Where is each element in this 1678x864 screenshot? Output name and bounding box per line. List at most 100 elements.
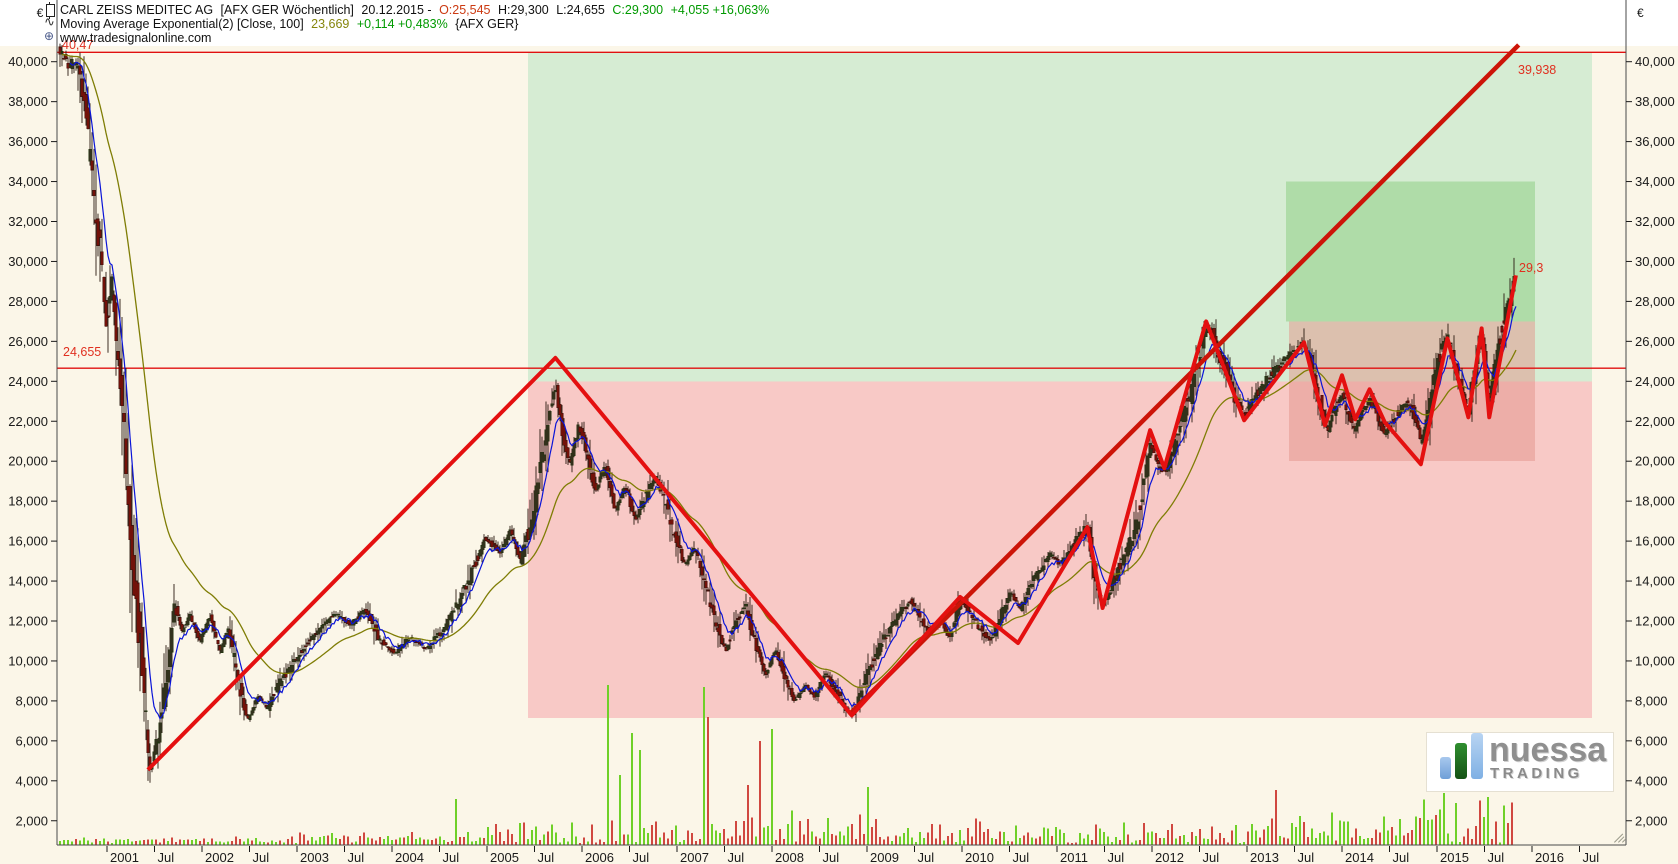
svg-text:30,000: 30,000 <box>8 254 48 269</box>
instrument-icon <box>46 2 55 19</box>
svg-text:20,000: 20,000 <box>1635 454 1675 469</box>
svg-text:6,000: 6,000 <box>15 733 48 748</box>
svg-text:12,000: 12,000 <box>8 614 48 629</box>
svg-text:34,000: 34,000 <box>8 174 48 189</box>
quote-close: C:29,300 <box>612 3 664 17</box>
svg-text:Jul: Jul <box>633 850 650 864</box>
svg-text:22,000: 22,000 <box>1635 414 1675 429</box>
svg-text:38,000: 38,000 <box>1635 94 1675 109</box>
indicator-line: Moving Average Exponential(2) [Close, 10… <box>60 17 522 31</box>
logo-bar-icon <box>1471 733 1483 779</box>
indicator-change: +0,114 +0,483% <box>356 17 448 31</box>
svg-text:2009: 2009 <box>870 850 899 864</box>
svg-text:Jul: Jul <box>1013 850 1030 864</box>
svg-text:34,000: 34,000 <box>1635 174 1675 189</box>
instrument-title: CARL ZEISS MEDITEC AG <box>60 3 214 17</box>
svg-text:16,000: 16,000 <box>8 534 48 549</box>
svg-text:Jul: Jul <box>1203 850 1220 864</box>
trendline <box>847 43 1521 717</box>
svg-text:10,000: 10,000 <box>1635 653 1675 668</box>
svg-text:24,655: 24,655 <box>63 345 101 359</box>
instrument-line: CARL ZEISS MEDITEC AG [AFX GER Wöchentli… <box>60 3 773 17</box>
svg-text:Jul: Jul <box>1583 850 1600 864</box>
watermark-url[interactable]: www.tradesignalonline.com <box>60 31 212 45</box>
axes: € €40,000 40,000 38,000 38,000 36,000 36,000 34… <box>8 0 1675 864</box>
volume-bars <box>59 685 1513 845</box>
svg-text:2011: 2011 <box>1060 850 1088 864</box>
svg-text:39,938: 39,938 <box>1518 63 1556 77</box>
svg-text:Jul: Jul <box>158 850 175 864</box>
svg-text:2016: 2016 <box>1535 850 1564 864</box>
svg-text:24,000: 24,000 <box>8 374 48 389</box>
svg-text:Jul: Jul <box>1108 850 1125 864</box>
svg-text:€: € <box>1637 6 1644 20</box>
svg-text:32,000: 32,000 <box>8 214 48 229</box>
quote-change: +4,055 +16,063% <box>670 3 770 17</box>
svg-text:14,000: 14,000 <box>8 574 48 589</box>
svg-text:€: € <box>37 6 44 20</box>
svg-text:2008: 2008 <box>775 850 804 864</box>
zigzag-line <box>146 275 1518 772</box>
svg-text:Jul: Jul <box>1488 850 1505 864</box>
svg-text:32,000: 32,000 <box>1635 214 1675 229</box>
quote-low: L:24,655 <box>556 3 605 17</box>
nuessa-trading-logo: nuessa TRADING <box>1427 731 1613 791</box>
resize-grip[interactable] <box>1614 831 1627 844</box>
quote-high: H:29,300 <box>498 3 549 17</box>
svg-text:8,000: 8,000 <box>15 693 48 708</box>
price-labels: 40,47 24,655 39,938 29,3 <box>62 38 1556 359</box>
indicator-suffix: {AFX GER} <box>455 17 519 31</box>
svg-text:12,000: 12,000 <box>1635 614 1675 629</box>
svg-text:8,000: 8,000 <box>1635 693 1668 708</box>
svg-text:2006: 2006 <box>585 850 614 864</box>
indicator-name: Moving Average Exponential(2) [Close, 10… <box>60 17 304 31</box>
svg-text:Jul: Jul <box>253 850 270 864</box>
svg-text:Jul: Jul <box>728 850 745 864</box>
watermark-line: www.tradesignalonline.com <box>60 31 215 45</box>
svg-text:30,000: 30,000 <box>1635 254 1675 269</box>
instrument-context: [AFX GER Wöchentlich] <box>220 3 354 17</box>
logo-sub: TRADING <box>1490 765 1583 782</box>
svg-text:16,000: 16,000 <box>1635 534 1675 549</box>
svg-text:4,000: 4,000 <box>1635 773 1668 788</box>
svg-text:2015: 2015 <box>1440 850 1469 864</box>
logo-bar-icon <box>1440 757 1451 779</box>
svg-text:29,3: 29,3 <box>1519 261 1543 275</box>
svg-text:10,000: 10,000 <box>8 653 48 668</box>
svg-text:2,000: 2,000 <box>15 813 48 828</box>
svg-text:2,000: 2,000 <box>1635 813 1668 828</box>
svg-text:20,000: 20,000 <box>8 454 48 469</box>
chart-header: CARL ZEISS MEDITEC AG [AFX GER Wöchentli… <box>0 0 1678 46</box>
svg-text:28,000: 28,000 <box>1635 294 1675 309</box>
svg-text:2007: 2007 <box>680 850 709 864</box>
svg-text:22,000: 22,000 <box>8 414 48 429</box>
indicator-value: 23,669 <box>311 17 350 31</box>
globe-icon: ⊕ <box>44 29 55 43</box>
svg-text:2010: 2010 <box>965 850 994 864</box>
svg-text:2012: 2012 <box>1155 850 1184 864</box>
svg-text:2003: 2003 <box>300 850 329 864</box>
logo-bar-icon <box>1455 743 1467 779</box>
svg-text:26,000: 26,000 <box>1635 334 1675 349</box>
svg-text:36,000: 36,000 <box>8 134 48 149</box>
svg-text:28,000: 28,000 <box>8 294 48 309</box>
svg-text:36,000: 36,000 <box>1635 134 1675 149</box>
quote-open: O:25,545 <box>439 3 491 17</box>
quote-date: 20.12.2015 - <box>361 3 432 17</box>
svg-text:26,000: 26,000 <box>8 334 48 349</box>
horizontal-levels <box>57 51 1626 369</box>
svg-text:Jul: Jul <box>538 850 555 864</box>
svg-text:2004: 2004 <box>395 850 424 864</box>
svg-text:40,000: 40,000 <box>8 54 48 69</box>
svg-text:Jul: Jul <box>1393 850 1410 864</box>
indicator-wave-icon: ∿ <box>44 14 55 29</box>
svg-text:24,000: 24,000 <box>1635 374 1675 389</box>
logo-name: nuessa <box>1489 731 1607 769</box>
svg-text:18,000: 18,000 <box>8 494 48 509</box>
svg-text:2005: 2005 <box>490 850 519 864</box>
svg-text:Jul: Jul <box>348 850 365 864</box>
svg-text:6,000: 6,000 <box>1635 733 1668 748</box>
svg-text:14,000: 14,000 <box>1635 574 1675 589</box>
